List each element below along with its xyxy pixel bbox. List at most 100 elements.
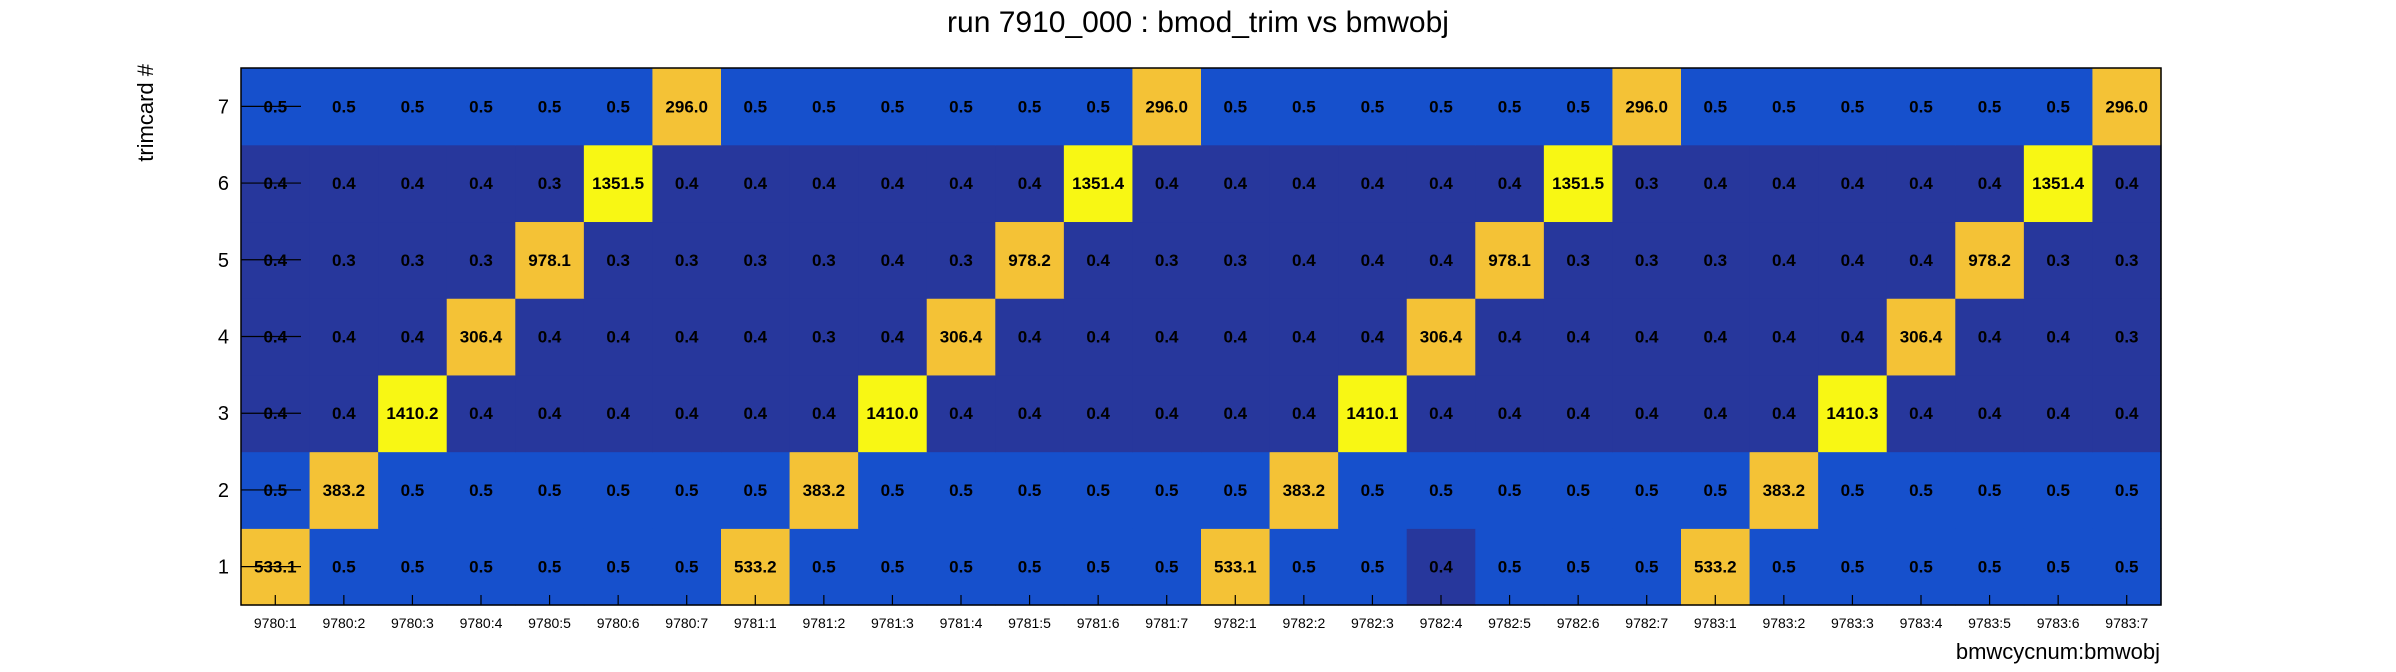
- heatmap-cell: [1955, 374, 2025, 453]
- heatmap-cell: [1201, 374, 1271, 453]
- heatmap-cell: [1749, 221, 1819, 299]
- x-axis-ticks: 9780:1 9780:2 9780:3 9780:4 9780:5 9780:6 9780…: [254, 595, 2148, 631]
- heatmap-cell: [1269, 451, 1339, 529]
- heatmap-cell: [1132, 298, 1202, 376]
- cell-value-label: 0.3: [812, 251, 836, 270]
- x-tick-label: 9780:2: [322, 615, 365, 631]
- heatmap-cell: [652, 68, 722, 146]
- cell-value-label: 0.4: [743, 174, 767, 193]
- heatmap-cell: [583, 144, 654, 223]
- cell-value-label: 0.5: [538, 481, 562, 500]
- cell-value-label: 0.5: [1086, 558, 1110, 577]
- cell-value-label: 383.2: [1283, 481, 1326, 500]
- heatmap-cell: [1132, 374, 1202, 453]
- cell-value-label: 0.5: [1223, 97, 1247, 116]
- cell-value-label: 0.5: [1155, 558, 1179, 577]
- heatmap-cell: [2023, 221, 2094, 299]
- cell-value-label: 0.5: [1841, 481, 1865, 500]
- cell-value-label: 0.3: [1566, 251, 1590, 270]
- cell-value-label: 0.5: [1772, 558, 1796, 577]
- heatmap-cell: [1681, 68, 1751, 146]
- cell-value-label: 978.2: [1008, 251, 1051, 270]
- heatmap-cell: [378, 144, 448, 223]
- heatmap-cell: [1201, 68, 1271, 146]
- cell-value-label: 0.4: [1086, 251, 1110, 270]
- cell-value-label: 0.5: [812, 97, 836, 116]
- cell-value-label: 0.4: [2115, 174, 2139, 193]
- cell-value-label: 1410.0: [866, 404, 918, 423]
- heatmap-cell: [1201, 221, 1271, 299]
- heatmap-cell: [515, 221, 585, 299]
- heatmap-cell: [1681, 374, 1751, 453]
- heatmap-cell: [1543, 144, 1614, 223]
- x-tick-label: 9780:3: [391, 615, 434, 631]
- cell-value-label: 0.4: [332, 174, 356, 193]
- cell-value-label: 0.5: [1292, 97, 1316, 116]
- cell-value-label: 0.5: [949, 97, 973, 116]
- x-tick-label: 9780:6: [597, 615, 640, 631]
- heatmap-cell: [995, 68, 1065, 146]
- x-tick-label: 9782:1: [1214, 615, 1257, 631]
- heatmap-cell: [1201, 298, 1271, 376]
- heatmap-cell: [926, 528, 996, 606]
- cell-value-label: 0.5: [949, 481, 973, 500]
- heatmap-cell: [789, 451, 859, 529]
- heatmap-cell: [446, 374, 516, 453]
- cell-value-label: 0.5: [1018, 558, 1042, 577]
- x-tick-label: 9783:7: [2105, 615, 2148, 631]
- x-tick-label: 9781:1: [734, 615, 777, 631]
- heatmap-cell: [1269, 374, 1339, 453]
- cell-value-label: 1351.4: [1072, 174, 1125, 193]
- cell-value-label: 0.4: [812, 404, 836, 423]
- x-tick-label: 9782:6: [1557, 615, 1600, 631]
- cell-value-label: 0.4: [1292, 404, 1316, 423]
- cell-value-label: 0.5: [1978, 558, 2002, 577]
- heatmap-cell: [1955, 298, 2025, 376]
- cell-value-label: 0.5: [2046, 558, 2070, 577]
- cell-value-label: 0.4: [538, 404, 562, 423]
- heatmap-cell: [2092, 68, 2162, 146]
- heatmap-cell: [1886, 298, 1956, 376]
- heatmap-cell: [1475, 221, 1545, 299]
- cell-value-label: 0.4: [1429, 558, 1453, 577]
- cell-value-label: 1351.5: [592, 174, 644, 193]
- heatmap-cell: [1886, 221, 1956, 299]
- cell-value-label: 0.4: [949, 174, 973, 193]
- heatmap-cell: [858, 451, 928, 529]
- heatmap-cell: [446, 528, 516, 606]
- cell-value-label: 0.4: [1772, 404, 1796, 423]
- cell-value-label: 0.4: [1772, 174, 1796, 193]
- heatmap-cell: [378, 374, 448, 453]
- cell-value-label: 0.5: [1086, 481, 1110, 500]
- cell-value-label: 0.4: [469, 404, 493, 423]
- cell-value-label: 0.4: [1361, 251, 1385, 270]
- heatmap-cell: [1475, 68, 1545, 146]
- heatmap-cell: [2023, 144, 2094, 223]
- heatmap-cell: [1955, 144, 2025, 223]
- cell-value-label: 0.5: [1978, 97, 2002, 116]
- heatmap-cell: [652, 298, 722, 376]
- cell-value-label: 0.3: [401, 251, 425, 270]
- y-tick-label: 7: [218, 96, 229, 118]
- cell-value-label: 306.4: [1420, 328, 1463, 347]
- heatmap-cell: [1063, 451, 1134, 529]
- heatmap-cell-labels: 533.1 0.5 0.5 0.5 0.5 0.5 0.5 533.2 0.5 0.5 0.5 0.5…: [254, 97, 2148, 576]
- cell-value-label: 0.4: [1703, 404, 1727, 423]
- heatmap-cell: [1132, 451, 1202, 529]
- heatmap-cell: [378, 68, 448, 146]
- cell-value-label: 0.4: [812, 174, 836, 193]
- heatmap-cell: [1818, 298, 1888, 376]
- cell-value-label: 0.4: [1018, 404, 1042, 423]
- cell-value-label: 0.3: [538, 174, 562, 193]
- heatmap-cell: [2092, 298, 2162, 376]
- heatmap-cell: [2023, 68, 2094, 146]
- heatmap-cell: [515, 68, 585, 146]
- cell-value-label: 306.4: [460, 328, 503, 347]
- heatmap-cell: [1132, 144, 1202, 223]
- cell-value-label: 0.5: [743, 481, 767, 500]
- cell-value-label: 0.4: [1086, 404, 1110, 423]
- heatmap-cell: [858, 221, 928, 299]
- cell-value-label: 0.3: [812, 328, 836, 347]
- heatmap-cell: [652, 528, 722, 606]
- heatmap-cell: [995, 451, 1065, 529]
